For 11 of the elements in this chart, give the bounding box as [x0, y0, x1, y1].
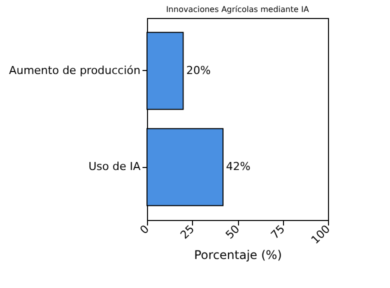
data-label: 42% [226, 160, 250, 174]
y-tick-label: Aumento de producción [8, 64, 141, 77]
chart-title: Innovaciones Agrícolas mediante IA [166, 5, 310, 14]
x-tick-label: 25 [178, 222, 197, 242]
x-tick-label: 100 [308, 222, 333, 247]
data-label: 20% [186, 64, 211, 77]
x-tick-label: 50 [223, 222, 242, 242]
x-tick-label: 75 [268, 222, 288, 242]
x-axis-title: Porcentaje (%) [194, 248, 282, 262]
y-tick-label: Uso de IA [88, 160, 141, 174]
x-tick-label: 0 [138, 222, 152, 237]
